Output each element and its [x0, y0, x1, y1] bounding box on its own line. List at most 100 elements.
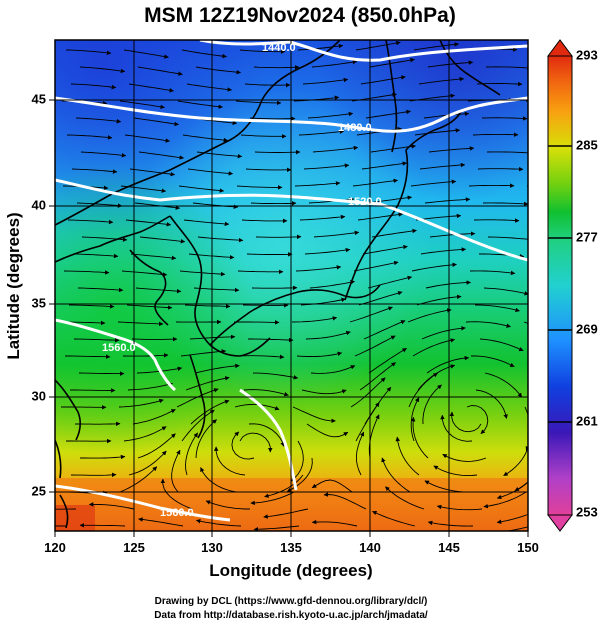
streamline: [292, 406, 336, 424]
streamline: [193, 287, 240, 293]
streamline: [250, 201, 297, 206]
streamline: [354, 335, 396, 357]
streamline: [410, 416, 429, 459]
streamline: [236, 185, 283, 190]
streamline: [184, 304, 231, 309]
streamline: [195, 518, 242, 527]
streamline: [483, 491, 527, 509]
streamline: [349, 306, 393, 323]
streamlines: [55, 40, 540, 531]
streamline: [355, 431, 365, 476]
colorbar-label: 277: [576, 229, 598, 244]
colorbar-top-arrow: [547, 39, 573, 57]
streamline: [298, 129, 345, 136]
streamline: [424, 197, 471, 204]
streamline: [243, 389, 289, 397]
streamline: [365, 109, 411, 119]
streamline: [413, 42, 460, 51]
colorbar-label: 253: [576, 504, 598, 519]
streamline: [187, 168, 234, 176]
streamline: [133, 117, 179, 127]
streamline: [408, 372, 438, 408]
streamline: [137, 66, 183, 76]
colorbar-label: 261: [576, 413, 598, 428]
streamline: [368, 348, 407, 374]
streamline: [369, 57, 415, 68]
streamline: [177, 100, 224, 109]
streamline: [366, 195, 413, 204]
streamline: [71, 168, 118, 174]
streamline: [251, 285, 298, 291]
streamline: [466, 405, 489, 435]
streamline: [427, 520, 474, 527]
streamline: [414, 128, 461, 136]
streamline: [264, 474, 304, 498]
streamline: [65, 49, 112, 56]
streamline: [70, 388, 116, 393]
streamline: [307, 111, 354, 119]
streamline: [188, 253, 235, 260]
streamline: [197, 236, 244, 243]
streamline: [530, 424, 540, 467]
streamline: [471, 355, 515, 368]
streamline: [355, 40, 401, 51]
streamline: [128, 450, 167, 476]
streamline: [160, 478, 193, 510]
streamline: [182, 134, 229, 143]
streamline: [418, 76, 465, 85]
streamline: [138, 151, 185, 160]
streamline: [194, 363, 240, 374]
streamline: [79, 523, 126, 528]
streamline: [70, 472, 117, 478]
streamline: [75, 421, 121, 427]
coastlines: [55, 40, 501, 529]
streamline: [429, 231, 476, 238]
streamline: [304, 247, 351, 255]
streamline: [68, 304, 115, 309]
streamline: [312, 145, 359, 153]
colorbar-bar: [547, 55, 573, 516]
streamline: [303, 163, 350, 170]
streamline: [121, 270, 168, 277]
streamline: [311, 59, 358, 68]
streamline: [244, 82, 291, 88]
streamline: [311, 479, 353, 493]
streamline: [302, 77, 349, 85]
streamline: [254, 149, 301, 155]
streamline: [363, 320, 406, 340]
x-tick-label: 145: [438, 540, 460, 555]
streamline: [353, 260, 399, 272]
streamline: [246, 252, 293, 257]
streamline: [412, 338, 456, 357]
streamline: [78, 371, 125, 376]
streamline: [410, 179, 457, 187]
streamline: [181, 49, 227, 59]
y-axis-label: Latitude (degrees): [4, 212, 23, 359]
contour-label-1440: 1440.0: [262, 42, 296, 54]
streamline: [306, 423, 349, 438]
streamline: [481, 116, 528, 121]
streamline: [440, 414, 473, 442]
streamline: [185, 376, 230, 391]
streamline: [350, 377, 386, 408]
streamline: [263, 508, 309, 519]
x-tick-label: 120: [44, 540, 66, 555]
streamline: [313, 230, 360, 238]
streamline: [297, 43, 344, 51]
streamline: [355, 402, 380, 442]
streamline: [185, 432, 198, 476]
streamline: [477, 166, 524, 172]
streamline: [123, 49, 169, 59]
streamline: [129, 168, 176, 177]
streamline: [213, 446, 246, 476]
streamline: [468, 183, 515, 188]
streamline: [80, 151, 127, 158]
streamline: [135, 287, 182, 294]
streamline: [255, 234, 302, 240]
streamline: [124, 134, 171, 143]
streamline: [252, 372, 299, 380]
contour-label-1560-south: 1560.0: [160, 507, 194, 519]
height-contours: [55, 40, 528, 522]
streamline: [474, 304, 520, 313]
grid-lines: [55, 40, 528, 531]
